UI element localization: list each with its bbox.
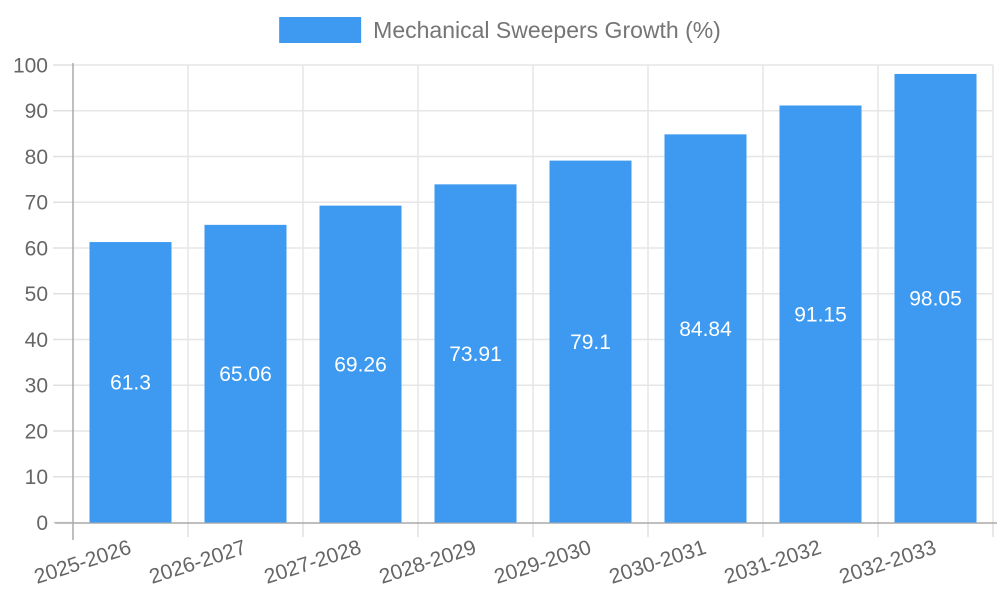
x-axis-category-label: 2030-2031 (606, 536, 709, 589)
bar-2031-2032[interactable] (779, 105, 862, 523)
bar-2027-2028[interactable] (319, 205, 402, 523)
x-axis-category-label: 2026-2027 (146, 536, 249, 589)
x-axis-category-label: 2028-2029 (376, 536, 479, 589)
bar-2025-2026[interactable] (89, 242, 172, 523)
y-axis-tick-label: 10 (25, 466, 48, 489)
bar-value-label: 91.15 (794, 303, 847, 326)
x-axis-category-label: 2029-2030 (491, 536, 594, 589)
bar-2026-2027[interactable] (204, 224, 287, 523)
y-axis-tick-label: 70 (25, 192, 48, 215)
bar-2030-2031[interactable] (664, 134, 747, 523)
legend-swatch (279, 17, 362, 43)
bar-2029-2030[interactable] (549, 160, 632, 523)
x-axis-category-label: 2031-2032 (721, 536, 824, 589)
bar-value-label: 84.84 (679, 318, 732, 341)
y-axis-tick-label: 80 (25, 146, 48, 169)
bar-value-label: 65.06 (219, 363, 272, 386)
y-axis-tick-label: 30 (25, 375, 48, 398)
y-axis-tick-label: 40 (25, 329, 48, 352)
bar-2032-2033[interactable] (894, 73, 977, 523)
bar-value-label: 61.3 (110, 372, 151, 395)
y-axis-tick-label: 60 (25, 237, 48, 260)
bar-value-label: 79.1 (570, 331, 611, 354)
x-axis-category-label: 2027-2028 (261, 536, 364, 589)
bar-value-label: 73.91 (449, 343, 502, 366)
y-axis-tick-label: 100 (13, 54, 48, 77)
bar-value-label: 98.05 (909, 288, 962, 311)
y-axis-tick-label: 90 (25, 100, 48, 123)
y-axis-tick-label: 20 (25, 420, 48, 443)
y-axis-tick-label: 0 (36, 512, 48, 535)
y-axis-tick-label: 50 (25, 283, 48, 306)
legend-label: Mechanical Sweepers Growth (%) (373, 17, 721, 43)
bar-2028-2029[interactable] (434, 184, 517, 523)
x-axis-category-label: 2025-2026 (31, 536, 134, 589)
bar-value-label: 69.26 (334, 353, 387, 376)
x-axis-category-label: 2032-2033 (836, 536, 939, 589)
legend-item[interactable]: Mechanical Sweepers Growth (%) (279, 17, 721, 43)
